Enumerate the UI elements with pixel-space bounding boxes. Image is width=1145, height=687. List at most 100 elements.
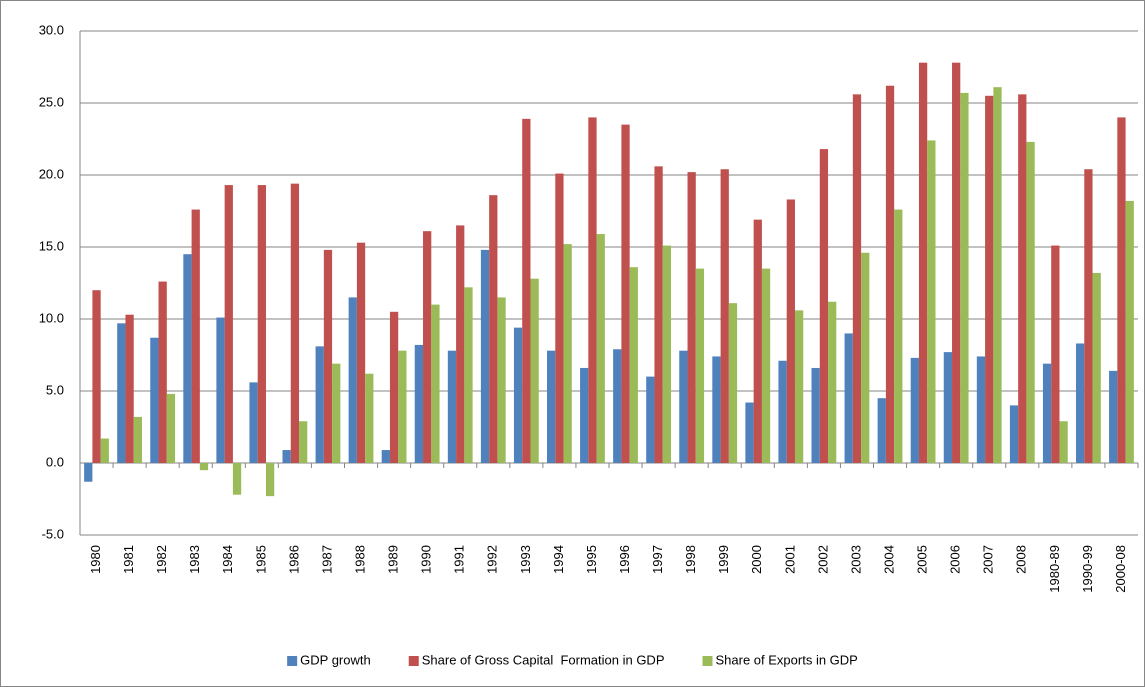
bar — [1092, 272, 1101, 463]
bar — [480, 249, 490, 463]
bar — [423, 231, 432, 463]
bar — [555, 173, 564, 463]
bar — [348, 297, 357, 463]
x-tick-label: 1980 — [88, 545, 103, 574]
bar — [621, 124, 630, 463]
bar — [381, 450, 390, 463]
bar — [125, 314, 134, 463]
x-tick-label: 1983 — [187, 545, 202, 574]
bar — [927, 140, 936, 463]
bar — [282, 450, 291, 463]
bar — [629, 267, 638, 463]
bar — [365, 373, 374, 463]
bar — [464, 287, 473, 463]
bar — [745, 402, 754, 463]
y-tick-label: -5.0 — [42, 526, 64, 541]
bar — [695, 268, 705, 463]
bar — [224, 185, 233, 463]
x-tick-label: 1994 — [551, 545, 566, 574]
x-tick-label: 1987 — [319, 545, 334, 574]
bar — [299, 421, 308, 463]
bar — [976, 356, 986, 463]
x-tick-label: 2002 — [815, 545, 830, 574]
bar — [547, 350, 556, 463]
bar — [613, 349, 622, 463]
bar — [389, 311, 399, 463]
bar — [117, 323, 126, 463]
bar — [828, 301, 837, 463]
bar — [1018, 94, 1027, 464]
bar — [679, 350, 688, 463]
bar — [910, 357, 919, 463]
bar — [356, 242, 366, 463]
x-tick-label: 1980-89 — [1047, 545, 1062, 593]
x-tick-label: 2000-08 — [1113, 545, 1128, 593]
bar — [290, 183, 300, 463]
bar — [596, 234, 605, 463]
y-tick-label: 25.0 — [39, 94, 64, 109]
y-tick-label: 10.0 — [39, 310, 64, 325]
x-tick-label: 1990 — [419, 545, 434, 574]
bar — [414, 344, 424, 463]
bar — [662, 245, 671, 463]
bar — [753, 219, 762, 463]
bar — [1076, 343, 1085, 463]
bar — [92, 290, 101, 463]
bar — [844, 333, 853, 463]
bar — [580, 367, 589, 463]
bar — [687, 172, 696, 463]
bar — [712, 356, 721, 463]
bar — [191, 209, 200, 463]
bar — [993, 87, 1002, 463]
bar — [819, 149, 829, 463]
bar — [257, 185, 266, 463]
x-tick-label: 2005 — [915, 545, 930, 574]
bar — [133, 416, 142, 463]
bar — [1117, 117, 1126, 464]
x-tick-label: 2007 — [981, 545, 996, 574]
bar — [166, 393, 176, 463]
legend-swatch — [702, 656, 713, 666]
bar — [646, 376, 655, 463]
bar — [943, 352, 953, 463]
bar — [249, 382, 258, 463]
bar — [1084, 169, 1093, 464]
y-tick-label: 15.0 — [39, 238, 64, 253]
bar — [1059, 421, 1068, 463]
legend: GDP growth Share of Gross Capital Formati… — [287, 652, 858, 667]
bar — [877, 398, 886, 463]
bar — [761, 268, 771, 463]
x-tick-label: 1988 — [352, 545, 367, 574]
bar — [811, 367, 820, 463]
legend-label: GDP growth — [300, 652, 371, 667]
x-tick-label: 1989 — [386, 545, 401, 574]
bar — [918, 62, 928, 464]
legend-label: Share of Gross Capital Formation in GDP — [422, 652, 665, 667]
bar — [852, 94, 862, 464]
bar — [489, 195, 498, 463]
x-tick-label: 2003 — [848, 545, 863, 574]
bar — [588, 117, 597, 464]
x-tick-label: 1999 — [716, 545, 731, 574]
x-tick-label: 1982 — [154, 545, 169, 574]
bar — [728, 303, 738, 463]
x-tick-label: 1985 — [253, 545, 268, 574]
bar — [183, 254, 192, 463]
bar — [158, 281, 167, 463]
bar — [84, 463, 93, 482]
legend-swatch — [408, 656, 419, 666]
bar — [265, 463, 275, 497]
x-tick-label: 1992 — [485, 545, 500, 574]
bar — [1042, 363, 1052, 463]
bar — [985, 95, 994, 464]
bar — [398, 350, 407, 463]
y-tick-label: 30.0 — [39, 22, 64, 37]
bar — [794, 310, 804, 463]
bar — [315, 346, 324, 463]
bar — [952, 62, 961, 464]
bar — [1125, 200, 1134, 464]
bar — [720, 169, 729, 464]
bar — [447, 350, 457, 463]
bar — [654, 166, 663, 464]
